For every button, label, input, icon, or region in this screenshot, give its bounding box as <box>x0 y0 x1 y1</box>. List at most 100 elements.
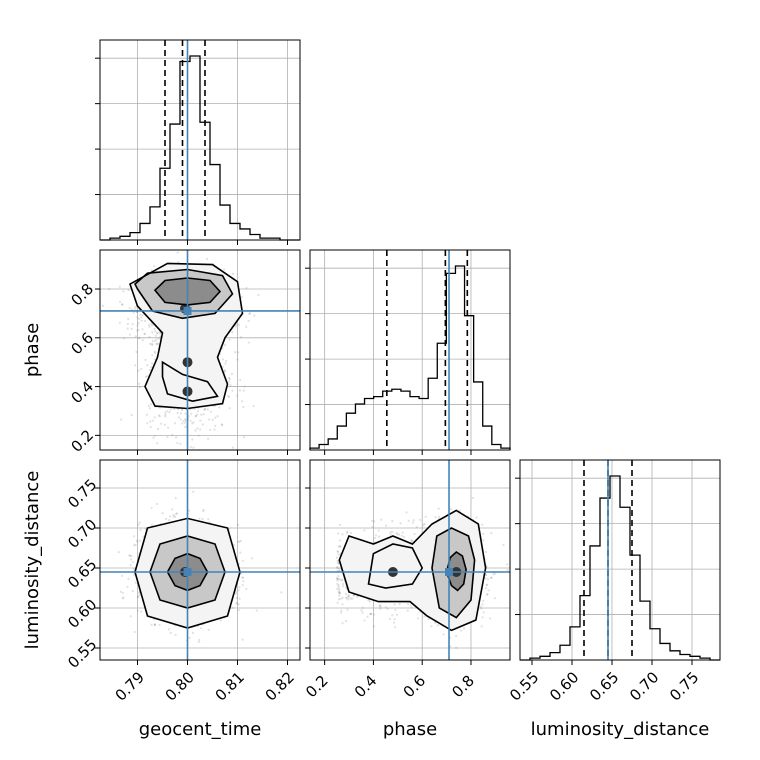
sample-point <box>196 413 199 416</box>
sample-point <box>138 591 141 594</box>
sample-point <box>161 512 164 515</box>
sample-point <box>449 507 453 511</box>
sample-point <box>167 426 170 429</box>
sample-point <box>129 554 132 558</box>
sample-point <box>181 408 184 412</box>
sample-point <box>136 609 139 612</box>
sample-point <box>481 523 484 526</box>
sample-point <box>174 515 177 518</box>
sample-point <box>236 394 239 397</box>
sample-point <box>231 389 234 392</box>
sample-point <box>213 428 216 431</box>
sample-point <box>188 509 191 512</box>
panel-content <box>100 460 300 660</box>
sample-point <box>231 272 235 275</box>
sample-point <box>172 407 176 411</box>
sample-point <box>240 296 243 299</box>
y-tick-label: 0.65 <box>64 555 100 591</box>
sample-point <box>145 413 149 416</box>
sample-point <box>239 551 242 554</box>
sample-point <box>150 623 153 626</box>
hist-panel-luminosity_distance: 0.55 0.60 0.65 0.70 0.75 <box>506 459 721 705</box>
sample-point <box>126 327 129 330</box>
sample-point <box>220 423 223 426</box>
sample-point <box>149 425 152 429</box>
sample-point <box>238 389 242 392</box>
sample-point <box>118 321 121 324</box>
sample-point <box>148 368 151 372</box>
sample-point <box>140 316 143 319</box>
sample-point <box>119 590 122 593</box>
sample-point <box>117 550 120 554</box>
sample-point <box>458 509 462 512</box>
truth-marker <box>183 306 192 315</box>
sample-point <box>202 508 205 512</box>
histogram-phase <box>309 265 511 450</box>
sample-point <box>234 350 237 354</box>
sample-point <box>154 334 157 337</box>
sample-point <box>482 611 485 614</box>
sample-point <box>223 369 226 372</box>
sample-point <box>228 407 231 410</box>
sample-point <box>164 517 168 521</box>
sample-point <box>242 580 245 583</box>
sample-point <box>150 524 154 527</box>
sample-point <box>173 422 177 425</box>
sample-point <box>205 257 209 260</box>
sample-point <box>219 619 222 622</box>
sample-point <box>192 490 195 493</box>
sample-point <box>189 419 192 423</box>
sample-point <box>146 363 149 367</box>
sample-point <box>155 338 158 341</box>
sample-point <box>248 312 252 315</box>
sample-point <box>137 328 140 332</box>
sample-point <box>156 442 159 445</box>
panel-content <box>100 250 300 450</box>
sample-point <box>196 410 200 413</box>
sample-point <box>155 342 158 346</box>
sample-point <box>184 418 187 421</box>
sample-point <box>155 332 159 335</box>
sample-point <box>172 515 175 518</box>
sample-point <box>158 337 161 340</box>
sample-point <box>238 586 241 589</box>
sample-point <box>101 304 105 307</box>
sample-point <box>148 335 151 338</box>
hist-panel-geocent_time <box>95 39 301 245</box>
sample-point <box>243 385 246 388</box>
x-tick-label: 0.81 <box>212 668 248 704</box>
sample-point <box>224 359 228 362</box>
sample-point <box>143 319 147 323</box>
sample-point <box>137 369 140 372</box>
sample-point <box>192 446 195 449</box>
sample-point <box>239 379 242 382</box>
sample-point <box>197 434 200 437</box>
sample-point <box>221 358 224 361</box>
sample-point <box>253 314 256 317</box>
sample-point <box>122 290 125 293</box>
sample-point <box>153 623 156 627</box>
truth-marker <box>183 568 192 576</box>
sample-point <box>236 358 239 361</box>
sample-point <box>231 606 234 609</box>
sample-point <box>151 343 154 346</box>
sample-point <box>280 591 283 594</box>
y-tick-label: 0.70 <box>64 515 100 551</box>
sample-point <box>245 587 248 590</box>
sample-point <box>242 405 245 409</box>
sample-point <box>153 350 156 353</box>
sample-point <box>155 502 159 506</box>
sample-point <box>139 528 142 532</box>
sample-point <box>140 610 143 613</box>
sample-point <box>224 362 227 365</box>
sample-point <box>241 576 244 579</box>
sample-point <box>211 418 214 421</box>
sample-point <box>137 321 140 325</box>
sample-point <box>128 306 131 309</box>
sample-point <box>191 438 194 441</box>
sample-point <box>168 411 171 414</box>
x-tick-label: 0.55 <box>506 668 542 704</box>
sample-point <box>455 646 458 649</box>
y-tick-label: 0.8 <box>68 280 98 310</box>
sample-point <box>201 518 204 521</box>
